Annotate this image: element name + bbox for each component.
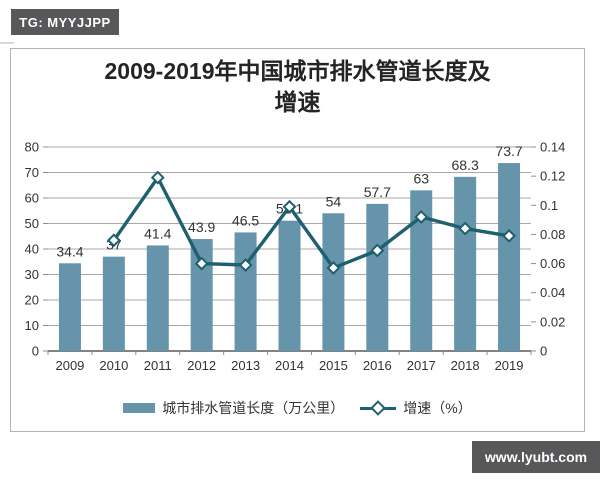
right-axis-tick-label: 0.08: [540, 227, 565, 242]
bar-label-2013: 46.5: [232, 212, 259, 228]
line-legend-label: 增速（%）: [403, 400, 472, 416]
marker-2013: [238, 258, 253, 272]
left-axis-tick-label: 0: [32, 344, 39, 359]
diamond-icon: [370, 400, 387, 416]
bar-2017: [410, 190, 433, 351]
bar-2012: [190, 239, 213, 351]
x-axis-category-label: 2019: [495, 358, 524, 373]
bar-label-2017: 63: [413, 170, 429, 186]
x-axis-category-label: 2016: [363, 358, 392, 373]
x-axis-category-label: 2009: [55, 358, 84, 373]
watermark-top-left: TG: MYYJJPP: [11, 9, 119, 35]
left-edge-divider: [0, 42, 14, 44]
marker-2015: [326, 261, 341, 275]
marker-2016: [370, 243, 385, 258]
combo-chart: 0 10 20 30 40 50 60 70 80 0 0.02 0.04 0.06 0.08 0.1 0.1…: [25, 140, 566, 374]
marker-2012: [194, 256, 209, 271]
bar-label-2011: 41.4: [144, 225, 171, 241]
bar-2014: [278, 220, 301, 351]
legend-item-line: 增速（%）: [360, 398, 472, 418]
bar-label-2019: 73.7: [495, 143, 522, 159]
marker-2014: [282, 199, 297, 214]
bar-2011: [146, 245, 169, 351]
right-axis-tick-label: 0: [540, 344, 547, 359]
bar-2010: [102, 256, 125, 351]
bar-2013: [234, 232, 257, 351]
left-axis-tick-label: 60: [25, 191, 39, 206]
marker-2010: [106, 233, 121, 248]
x-axis-category-label: 2010: [99, 358, 128, 373]
bar-label-2012: 43.9: [188, 219, 215, 235]
bar-2016: [366, 203, 389, 351]
left-axis-tick-label: 30: [25, 267, 39, 282]
right-axis-tick-label: 0.14: [540, 140, 565, 155]
bar-label-2009: 34.4: [56, 243, 83, 259]
bar-2018: [454, 176, 477, 351]
chart-title: 2009-2019年中国城市排水管道长度及 增速: [11, 56, 584, 118]
chart-card: 2009-2019年中国城市排水管道长度及 增速 0 10 20 30 40 50 60 70…: [10, 48, 585, 432]
right-axis-tick-label: 0.04: [540, 285, 565, 300]
bar-2019: [498, 163, 521, 351]
right-axis-tick-label: 0.02: [540, 314, 565, 329]
line-legend-marker: [360, 400, 397, 416]
left-axis-tick-label: 70: [25, 165, 39, 180]
left-axis-tick-label: 20: [25, 293, 39, 308]
left-axis-tick-label: 10: [25, 318, 39, 333]
left-axis-tick-label: 80: [25, 140, 39, 155]
x-axis-category-label: 2014: [275, 358, 304, 373]
x-axis-category-label: 2012: [187, 358, 216, 373]
x-axis-category-label: 2018: [451, 358, 480, 373]
x-axis-category-label: 2013: [231, 358, 260, 373]
x-axis-category-label: 2015: [319, 358, 348, 373]
growth-line: [112, 175, 511, 270]
bar-legend-swatch: [123, 403, 156, 413]
left-axis-tick-label: 40: [25, 242, 39, 257]
x-axis-category-label: 2011: [144, 358, 172, 373]
marker-2017: [414, 210, 429, 224]
marker-2018: [458, 221, 473, 236]
marker-2019: [502, 228, 516, 243]
bar-label-2015: 54: [326, 193, 342, 209]
right-axis-tick-label: 0.12: [540, 169, 565, 184]
watermark-bottom-right: www.lyubt.com: [472, 441, 600, 473]
legend: 城市排水管道长度（万公里） 增速（%）: [11, 398, 584, 418]
legend-item-bar: 城市排水管道长度（万公里）: [123, 398, 344, 418]
bar-2009: [58, 263, 81, 351]
right-axis-tick-label: 0.06: [540, 256, 565, 271]
chart-title-line2: 增速: [274, 89, 321, 115]
chart-title-line1: 2009-2019年中国城市排水管道长度及: [104, 58, 491, 84]
marker-2011: [150, 170, 165, 185]
left-axis-tick-label: 50: [25, 216, 39, 231]
bar-legend-label: 城市排水管道长度（万公里）: [162, 400, 345, 416]
bar-label-2016: 57.7: [364, 184, 391, 200]
x-axis-category-label: 2017: [407, 358, 436, 373]
bar-label-2018: 68.3: [452, 157, 479, 173]
bar-2015: [322, 213, 345, 351]
right-axis-tick-label: 0.1: [540, 198, 558, 213]
